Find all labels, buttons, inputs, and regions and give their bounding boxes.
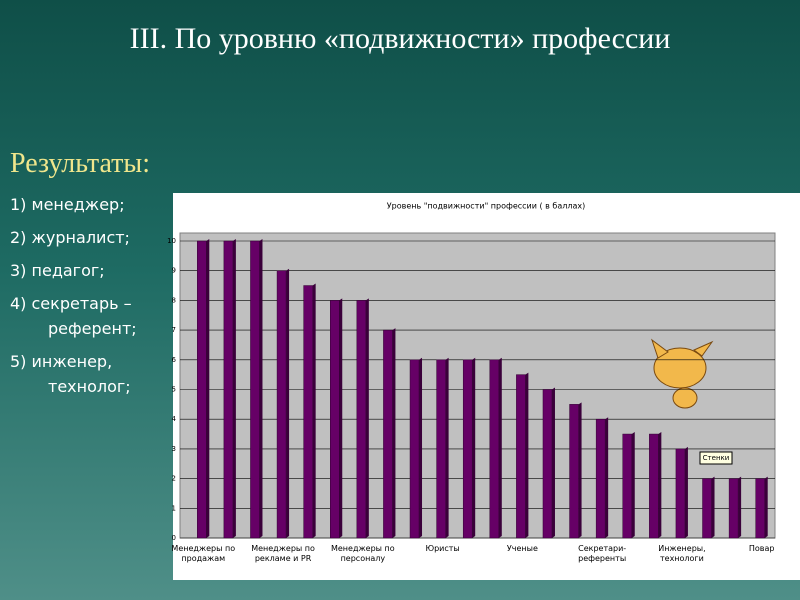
y-tick-label: 3 (172, 445, 176, 453)
bar (276, 270, 287, 539)
y-tick-label: 1 (172, 504, 176, 512)
x-tick-label: Менеджеры по рекламе и PR (251, 544, 315, 563)
y-tick-label: 5 (172, 386, 176, 394)
y-tick-label: 7 (172, 326, 176, 334)
x-tick-label: Юристы (425, 544, 460, 553)
y-tick-label: 2 (172, 475, 176, 483)
x-tick-wrap: Юристы (425, 544, 460, 553)
list-item: 2) журналист; (10, 228, 130, 247)
bar-side (445, 357, 449, 538)
x-tick-wrap: Ученые (506, 544, 538, 553)
bar-side (206, 239, 210, 538)
bar-side (259, 239, 263, 538)
x-tick-wrap: Менеджеры по рекламе и PR (251, 544, 315, 563)
y-tick-label: 8 (172, 296, 176, 304)
bar (675, 448, 686, 539)
list-item: 5) инженер, технолог; (10, 352, 131, 396)
bar (755, 478, 765, 539)
bar (622, 433, 632, 539)
bar-side (419, 357, 423, 538)
bar (409, 359, 420, 539)
bar (250, 240, 260, 539)
bar (702, 478, 712, 539)
x-tick-label: Ученые (506, 544, 538, 553)
y-tick-label: 4 (172, 415, 177, 423)
bar-side (658, 432, 662, 538)
bar-side (286, 268, 290, 538)
x-tick-label: Менеджеры по продажам (171, 544, 236, 563)
cat-icon (651, 338, 714, 409)
x-tick-label: Повар (748, 544, 775, 553)
bar (223, 240, 234, 539)
x-tick-wrap: Инженеры, технологи (658, 544, 706, 563)
bar-side (631, 432, 635, 538)
x-tick-label: Менеджеры по персоналу (330, 544, 395, 563)
y-tick-label: 9 (172, 267, 176, 275)
bar (728, 478, 739, 539)
bar-side (498, 357, 502, 538)
slide-title: III. По уровню «подвижности» профессии (129, 22, 671, 55)
x-tick-wrap: Менеджеры по продажам (171, 544, 236, 563)
bar-side (764, 476, 768, 538)
x-tick-wrap: Секретари-референты (578, 544, 627, 563)
list-item: 1) менеджер; (10, 195, 125, 214)
bar (649, 433, 659, 539)
bar-side (472, 357, 476, 538)
annotation: Стенки (703, 454, 730, 462)
x-tick-label: Секретари-референты (578, 544, 627, 563)
bar (489, 359, 500, 539)
bar-side (339, 298, 343, 538)
bar-side (525, 372, 529, 538)
bar (330, 300, 340, 539)
bar-side (684, 446, 688, 538)
bar-side (605, 417, 609, 538)
bar-side (711, 476, 715, 538)
bar (303, 285, 313, 539)
bar (383, 329, 393, 539)
x-tick-wrap: Повар (748, 544, 775, 553)
y-tick-label: 10 (167, 237, 176, 245)
subtitle: Результаты: (10, 148, 150, 179)
result-list: 1) менеджер; 2) журналист; 3) педагог; 4) с… (10, 192, 165, 407)
bar-side (392, 328, 396, 538)
x-tick-wrap: Менеджеры по персоналу (330, 544, 395, 563)
list-item: 4) секретарь – референт; (10, 294, 137, 338)
annotation-box (699, 451, 733, 465)
bar-side (578, 402, 582, 538)
chart-title: Уровень "подвижности" профессии ( в балл… (387, 202, 585, 211)
x-tick-label: Инженеры, технологи (658, 544, 706, 563)
bar-side (232, 239, 236, 538)
bar-side (551, 387, 555, 538)
bar-side (312, 283, 316, 538)
list-item: 3) педагог; (10, 261, 105, 280)
bar-side (738, 476, 742, 538)
bar (569, 404, 579, 539)
bar (436, 359, 446, 539)
bar (595, 418, 606, 539)
bar (462, 359, 473, 539)
y-tick-label: 6 (172, 356, 177, 364)
bar (356, 300, 367, 539)
bar (516, 374, 526, 539)
bar-side (365, 298, 369, 538)
bar (197, 240, 207, 539)
bar (542, 389, 553, 539)
y-tick-label: 0 (172, 534, 176, 542)
